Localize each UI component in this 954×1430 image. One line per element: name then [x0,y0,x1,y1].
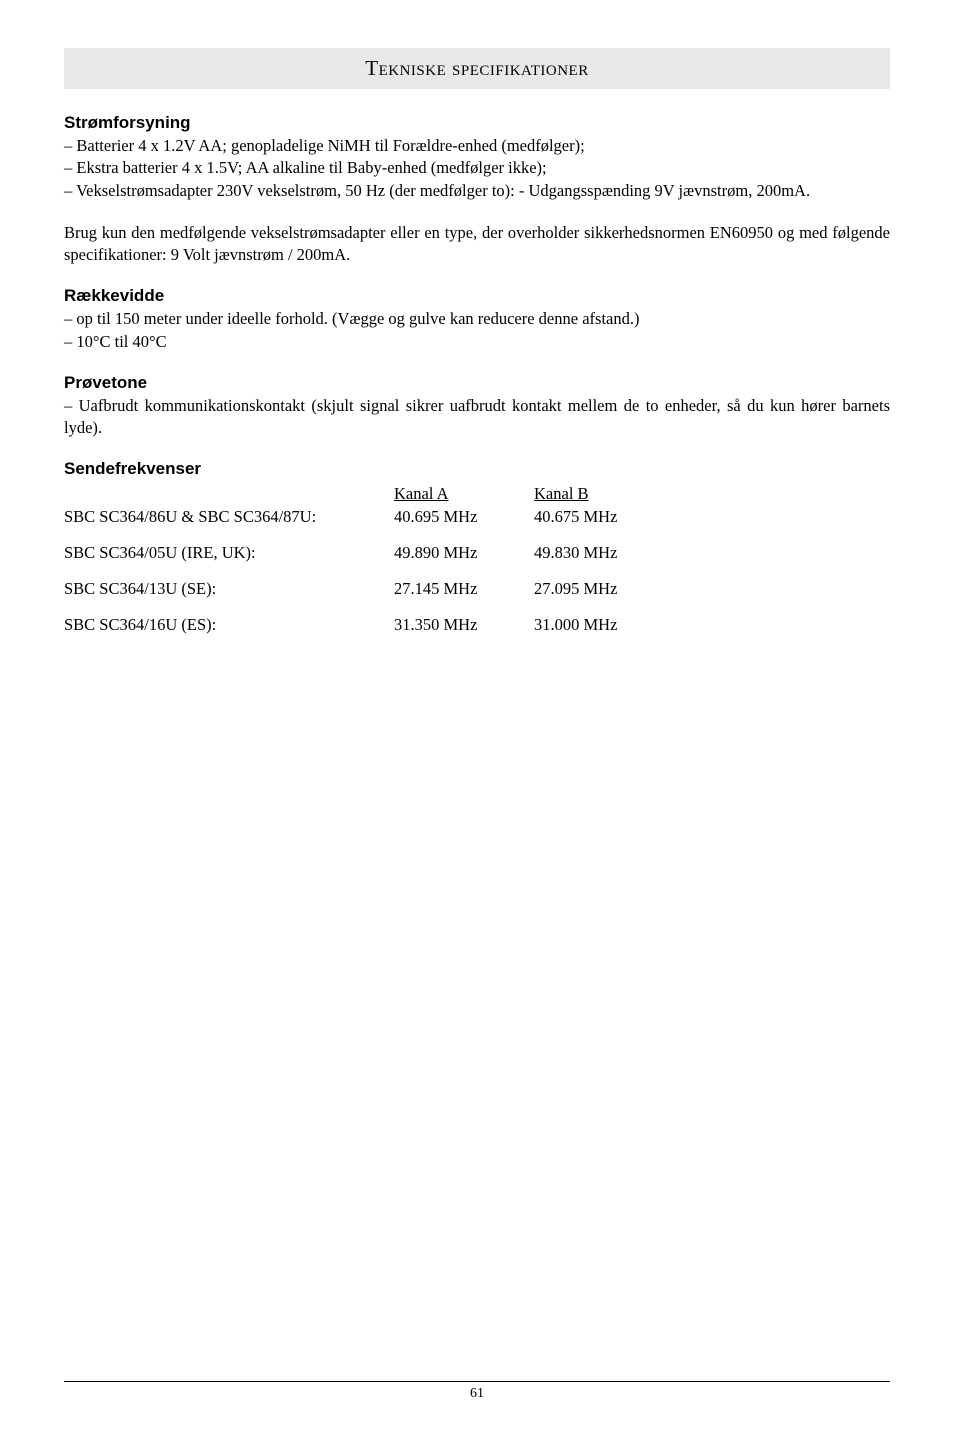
table-header-row: Kanal A Kanal B [64,483,890,505]
table-cell: 40.675 MHz [534,506,674,528]
table-cell: 27.095 MHz [534,578,674,600]
heading-raekkevidde: Rækkevidde [64,286,890,306]
section-title: Tekniske specifikationer [365,56,588,80]
frequency-table: Kanal A Kanal B SBC SC364/86U & SBC SC36… [64,483,890,636]
stromforsyning-line-2: – Vekselstrømsadapter 230V vekselstrøm, … [64,180,890,202]
table-cell: SBC SC364/86U & SBC SC364/87U: [64,506,394,528]
table-cell: SBC SC364/13U (SE): [64,578,394,600]
table-row: SBC SC364/13U (SE): 27.145 MHz 27.095 MH… [64,578,890,600]
table-header-col2: Kanal B [534,483,674,505]
table-row: SBC SC364/86U & SBC SC364/87U: 40.695 MH… [64,506,890,528]
stromforsyning-line-1: – Ekstra batterier 4 x 1.5V; AA alkaline… [64,157,890,179]
page-footer: 61 [64,1381,890,1402]
table-cell: 40.695 MHz [394,506,534,528]
table-header-col1: Kanal A [394,483,534,505]
table-header-col0 [64,483,394,505]
raekkevidde-line-1: – 10°C til 40°C [64,331,890,353]
heading-stromforsyning: Strømforsyning [64,113,890,133]
heading-provetone: Prøvetone [64,373,890,393]
page-number: 61 [470,1386,484,1401]
section-title-band: Tekniske specifikationer [64,48,890,89]
table-cell: SBC SC364/05U (IRE, UK): [64,542,394,564]
provetone-text: – Uafbrudt kommunikationskontakt (skjult… [64,395,890,440]
table-row: SBC SC364/16U (ES): 31.350 MHz 31.000 MH… [64,614,890,636]
table-cell: 49.830 MHz [534,542,674,564]
table-row: SBC SC364/05U (IRE, UK): 49.890 MHz 49.8… [64,542,890,564]
stromforsyning-para2: Brug kun den medfølgende vekselstrømsada… [64,222,890,267]
table-cell: 49.890 MHz [394,542,534,564]
heading-sendefrekvenser: Sendefrekvenser [64,459,890,479]
table-cell: SBC SC364/16U (ES): [64,614,394,636]
stromforsyning-line-0: – Batterier 4 x 1.2V AA; genopladelige N… [64,135,890,157]
raekkevidde-line-0: – op til 150 meter under ideelle forhold… [64,308,890,330]
table-cell: 31.000 MHz [534,614,674,636]
table-cell: 27.145 MHz [394,578,534,600]
table-cell: 31.350 MHz [394,614,534,636]
